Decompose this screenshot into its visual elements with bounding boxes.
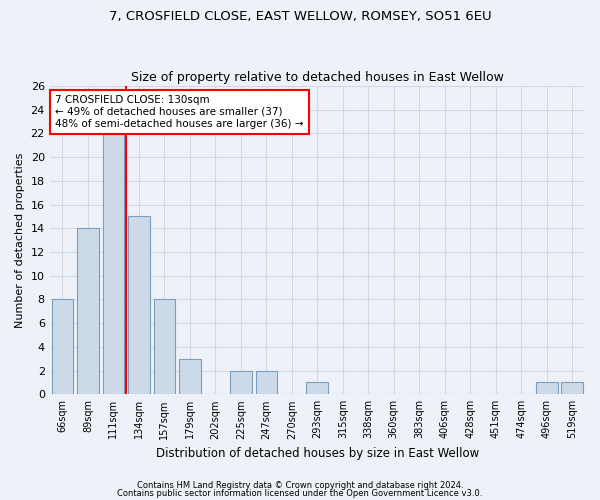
Text: 7 CROSFIELD CLOSE: 130sqm
← 49% of detached houses are smaller (37)
48% of semi-: 7 CROSFIELD CLOSE: 130sqm ← 49% of detac… [55, 96, 304, 128]
Text: Contains public sector information licensed under the Open Government Licence v3: Contains public sector information licen… [118, 488, 482, 498]
Bar [103, 134, 124, 394]
X-axis label: Distribution of detached houses by size in East Wellow: Distribution of detached houses by size … [156, 447, 479, 460]
Bar [536, 382, 557, 394]
Text: 7, CROSFIELD CLOSE, EAST WELLOW, ROMSEY, SO51 6EU: 7, CROSFIELD CLOSE, EAST WELLOW, ROMSEY,… [109, 10, 491, 23]
Bar [77, 228, 99, 394]
Bar [307, 382, 328, 394]
Title: Size of property relative to detached houses in East Wellow: Size of property relative to detached ho… [131, 70, 504, 84]
Bar [128, 216, 150, 394]
Y-axis label: Number of detached properties: Number of detached properties [15, 152, 25, 328]
Bar [256, 370, 277, 394]
Text: Contains HM Land Registry data © Crown copyright and database right 2024.: Contains HM Land Registry data © Crown c… [137, 481, 463, 490]
Bar [52, 300, 73, 394]
Bar [562, 382, 583, 394]
Bar [179, 358, 201, 394]
Bar [154, 300, 175, 394]
Bar [230, 370, 251, 394]
